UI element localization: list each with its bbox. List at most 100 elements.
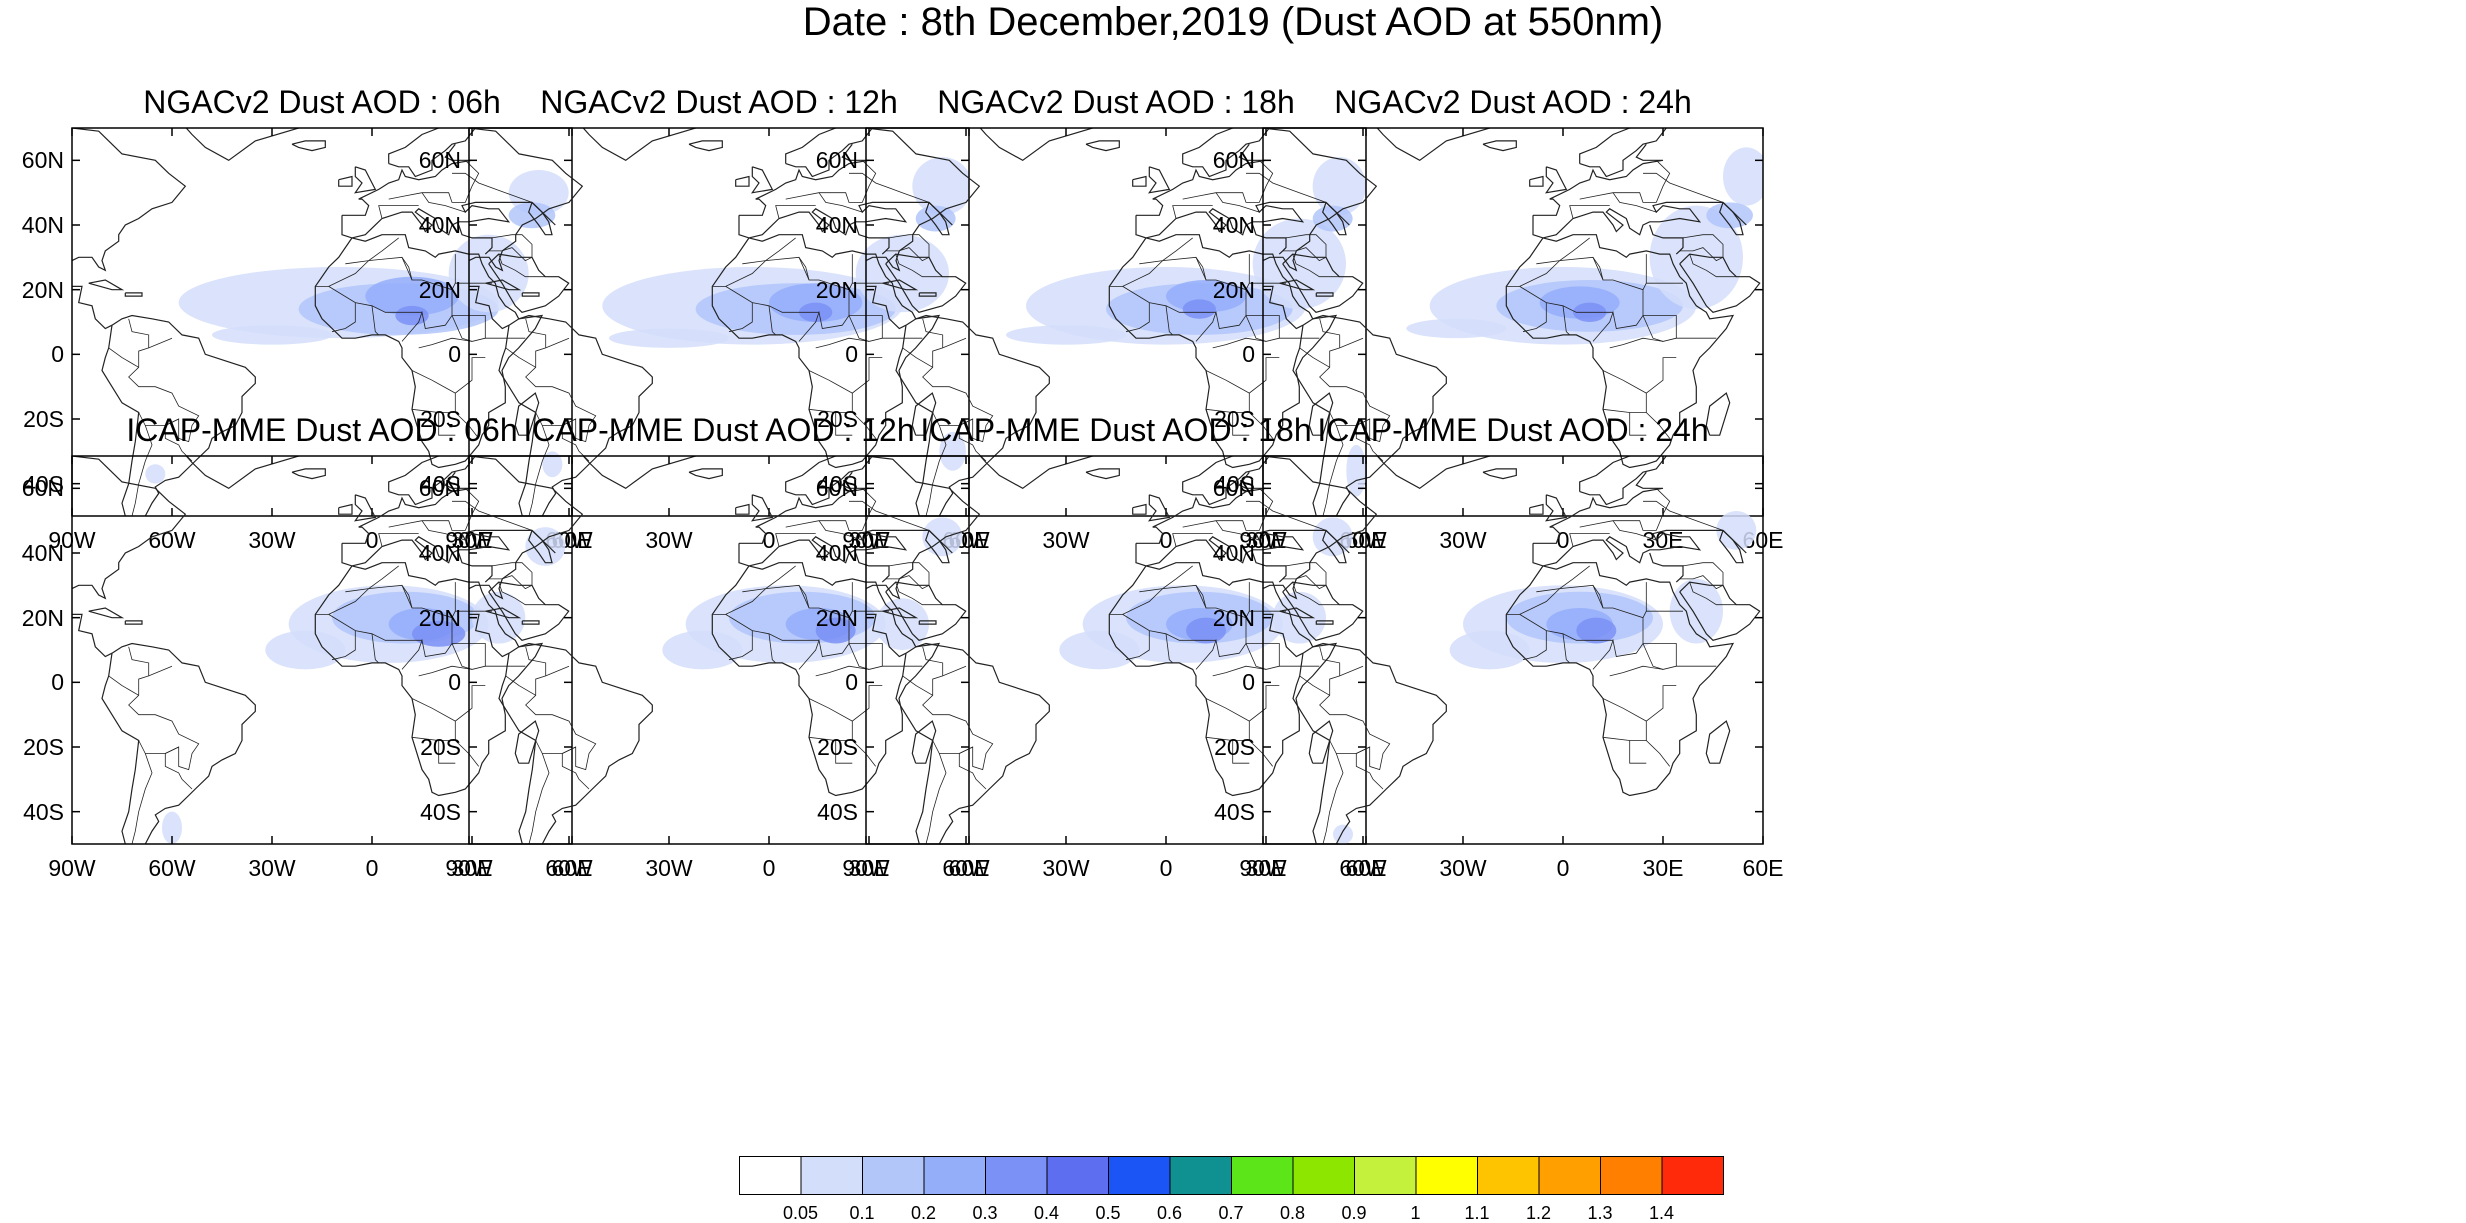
dust-aod-field	[815, 617, 856, 644]
country-border	[895, 581, 943, 606]
country-border	[488, 575, 533, 590]
coastline	[735, 175, 750, 187]
country-border	[1679, 575, 1724, 590]
coastline	[314, 234, 544, 469]
map-frame	[71, 127, 573, 517]
lon-label: 30W	[1042, 855, 1090, 881]
country-border	[401, 585, 413, 609]
lat-label: 0	[1242, 669, 1255, 696]
country-border	[818, 192, 863, 213]
country-border	[1322, 425, 1344, 516]
coastline	[1315, 620, 1334, 625]
panel-title: NGACv2 Dust AOD : 24h	[1334, 84, 1692, 120]
colorbar-tick-label: 1	[1410, 1203, 1421, 1223]
country-border	[331, 630, 356, 661]
map-frame	[865, 455, 1367, 845]
coastline	[485, 279, 522, 291]
coastline	[514, 720, 540, 764]
country-border	[815, 665, 870, 677]
country-border	[1602, 685, 1677, 722]
lat-label: 0	[51, 669, 64, 696]
lat-label: 0	[845, 341, 858, 368]
lon-label: 30E	[1642, 527, 1684, 553]
country-border	[1642, 315, 1677, 342]
lon-label: 30W	[248, 527, 296, 553]
country-border	[1562, 633, 1570, 664]
country-border	[925, 425, 947, 516]
coastline	[1292, 642, 1447, 844]
country-border	[525, 318, 547, 348]
country-border	[1195, 585, 1207, 609]
coastline	[1505, 562, 1735, 797]
coastline	[1705, 392, 1731, 436]
colorbar-tick-label: 0.1	[849, 1203, 875, 1223]
lon-label: 0	[1556, 855, 1570, 881]
coastline	[785, 456, 874, 506]
coastline	[1279, 279, 1316, 291]
map-panel: ICAP-MME Dust AOD : 18h 60N 40N 20N 0 20S 40S 9…	[816, 412, 1387, 880]
coastline	[1135, 201, 1350, 239]
country-border	[1205, 685, 1280, 722]
map-frame	[468, 127, 970, 517]
country-border	[1642, 282, 1683, 290]
panel-title: NGACv2 Dust AOD : 18h	[937, 84, 1295, 120]
country-border	[411, 685, 486, 722]
lat-label: 40S	[1214, 798, 1255, 825]
lon-label: 30E	[1245, 527, 1287, 553]
country-border	[388, 160, 480, 203]
country-border	[1195, 257, 1207, 281]
coastline	[1085, 140, 1120, 152]
lat-label: 20N	[1212, 276, 1255, 303]
country-border	[1679, 247, 1724, 262]
dust-aod-field	[212, 325, 332, 345]
coastline	[72, 456, 187, 600]
lon-label: 0	[1159, 855, 1173, 881]
country-border	[888, 562, 930, 586]
lon-label: 30E	[451, 855, 493, 881]
lon-label: 30E	[451, 527, 493, 553]
coastline	[1482, 468, 1517, 480]
panel-title: NGACv2 Dust AOD : 06h	[143, 84, 501, 120]
country-border	[798, 585, 810, 609]
colorbar-swatch	[862, 1156, 925, 1195]
lon-label: 30W	[1042, 527, 1090, 553]
colorbar-tick-label: 1.2	[1525, 1203, 1552, 1223]
colorbar-swatch	[1661, 1156, 1724, 1195]
lon-label: 30E	[1642, 855, 1684, 881]
coastline	[469, 456, 584, 600]
coastline	[1263, 613, 1304, 658]
lon-label: 30W	[248, 855, 296, 881]
colorbar-swatch	[985, 1156, 1048, 1195]
country-border	[925, 753, 947, 844]
map-frame	[865, 127, 1367, 517]
country-border	[1522, 630, 1547, 661]
dust-aod-field	[1333, 824, 1353, 844]
country-border	[1319, 646, 1341, 676]
country-border	[561, 746, 590, 790]
country-border	[1139, 565, 1193, 593]
country-border	[1522, 302, 1547, 333]
map-plot	[1262, 455, 1764, 845]
coastline	[354, 494, 377, 522]
coastline	[911, 720, 937, 764]
lat-label: 20S	[23, 406, 64, 432]
lat-label: 0	[51, 341, 64, 368]
coastline	[521, 292, 540, 297]
country-border	[1172, 533, 1213, 547]
country-border	[725, 614, 819, 641]
country-border	[712, 584, 850, 670]
colorbar-tick-label: 1.3	[1587, 1203, 1613, 1223]
country-border	[1682, 562, 1724, 586]
country-border	[1212, 337, 1267, 349]
country-border	[1245, 282, 1286, 290]
country-border	[525, 665, 597, 771]
country-border	[848, 643, 883, 670]
colorbar-tick-label: 0.4	[1033, 1203, 1060, 1223]
country-border	[451, 643, 486, 670]
dust-aod-field	[1312, 157, 1366, 216]
country-border	[488, 247, 533, 262]
country-border	[1629, 412, 1647, 436]
country-border	[328, 286, 422, 313]
country-border	[958, 746, 987, 790]
country-border	[421, 192, 466, 213]
